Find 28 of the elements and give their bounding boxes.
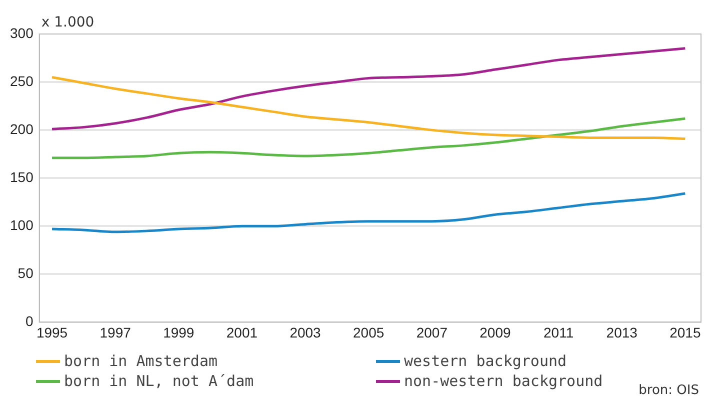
- x-tick-label: 1997: [100, 324, 132, 340]
- x-tick-label: 2009: [480, 324, 512, 340]
- line-series: [50, 192, 686, 234]
- x-tick-label: 2001: [226, 324, 258, 340]
- y-axis-title: x 1.000: [41, 14, 94, 31]
- x-tick-label: 2015: [670, 324, 701, 340]
- line-series: [50, 117, 686, 160]
- x-tick-label: 2007: [416, 324, 448, 340]
- x-tick-label: 2005: [353, 324, 384, 340]
- x-tick-label: 2003: [290, 324, 322, 340]
- y-tick-label: 200: [10, 120, 34, 137]
- x-tick-label: 2013: [606, 324, 638, 340]
- x-tick-label: 2011: [543, 324, 574, 340]
- legend-label: born in Amsterdam: [64, 352, 218, 370]
- x-tick-label: 1999: [163, 324, 194, 340]
- y-tick-label: 150: [10, 168, 34, 185]
- y-tick-label: 50: [18, 265, 34, 282]
- x-tick-label: 1995: [36, 324, 68, 340]
- y-tick-label: 300: [10, 24, 34, 41]
- y-tick-label: 100: [10, 216, 34, 233]
- legend-label: western background: [404, 352, 567, 370]
- line-series: [50, 76, 686, 140]
- legend-label: non-western background: [404, 372, 603, 390]
- y-tick-label: 0: [26, 313, 34, 330]
- text: bron: OIS: [638, 383, 699, 398]
- legend-label: born in NL, not A´dam: [64, 372, 254, 390]
- y-tick-label: 250: [10, 72, 34, 89]
- line-series: [50, 47, 686, 130]
